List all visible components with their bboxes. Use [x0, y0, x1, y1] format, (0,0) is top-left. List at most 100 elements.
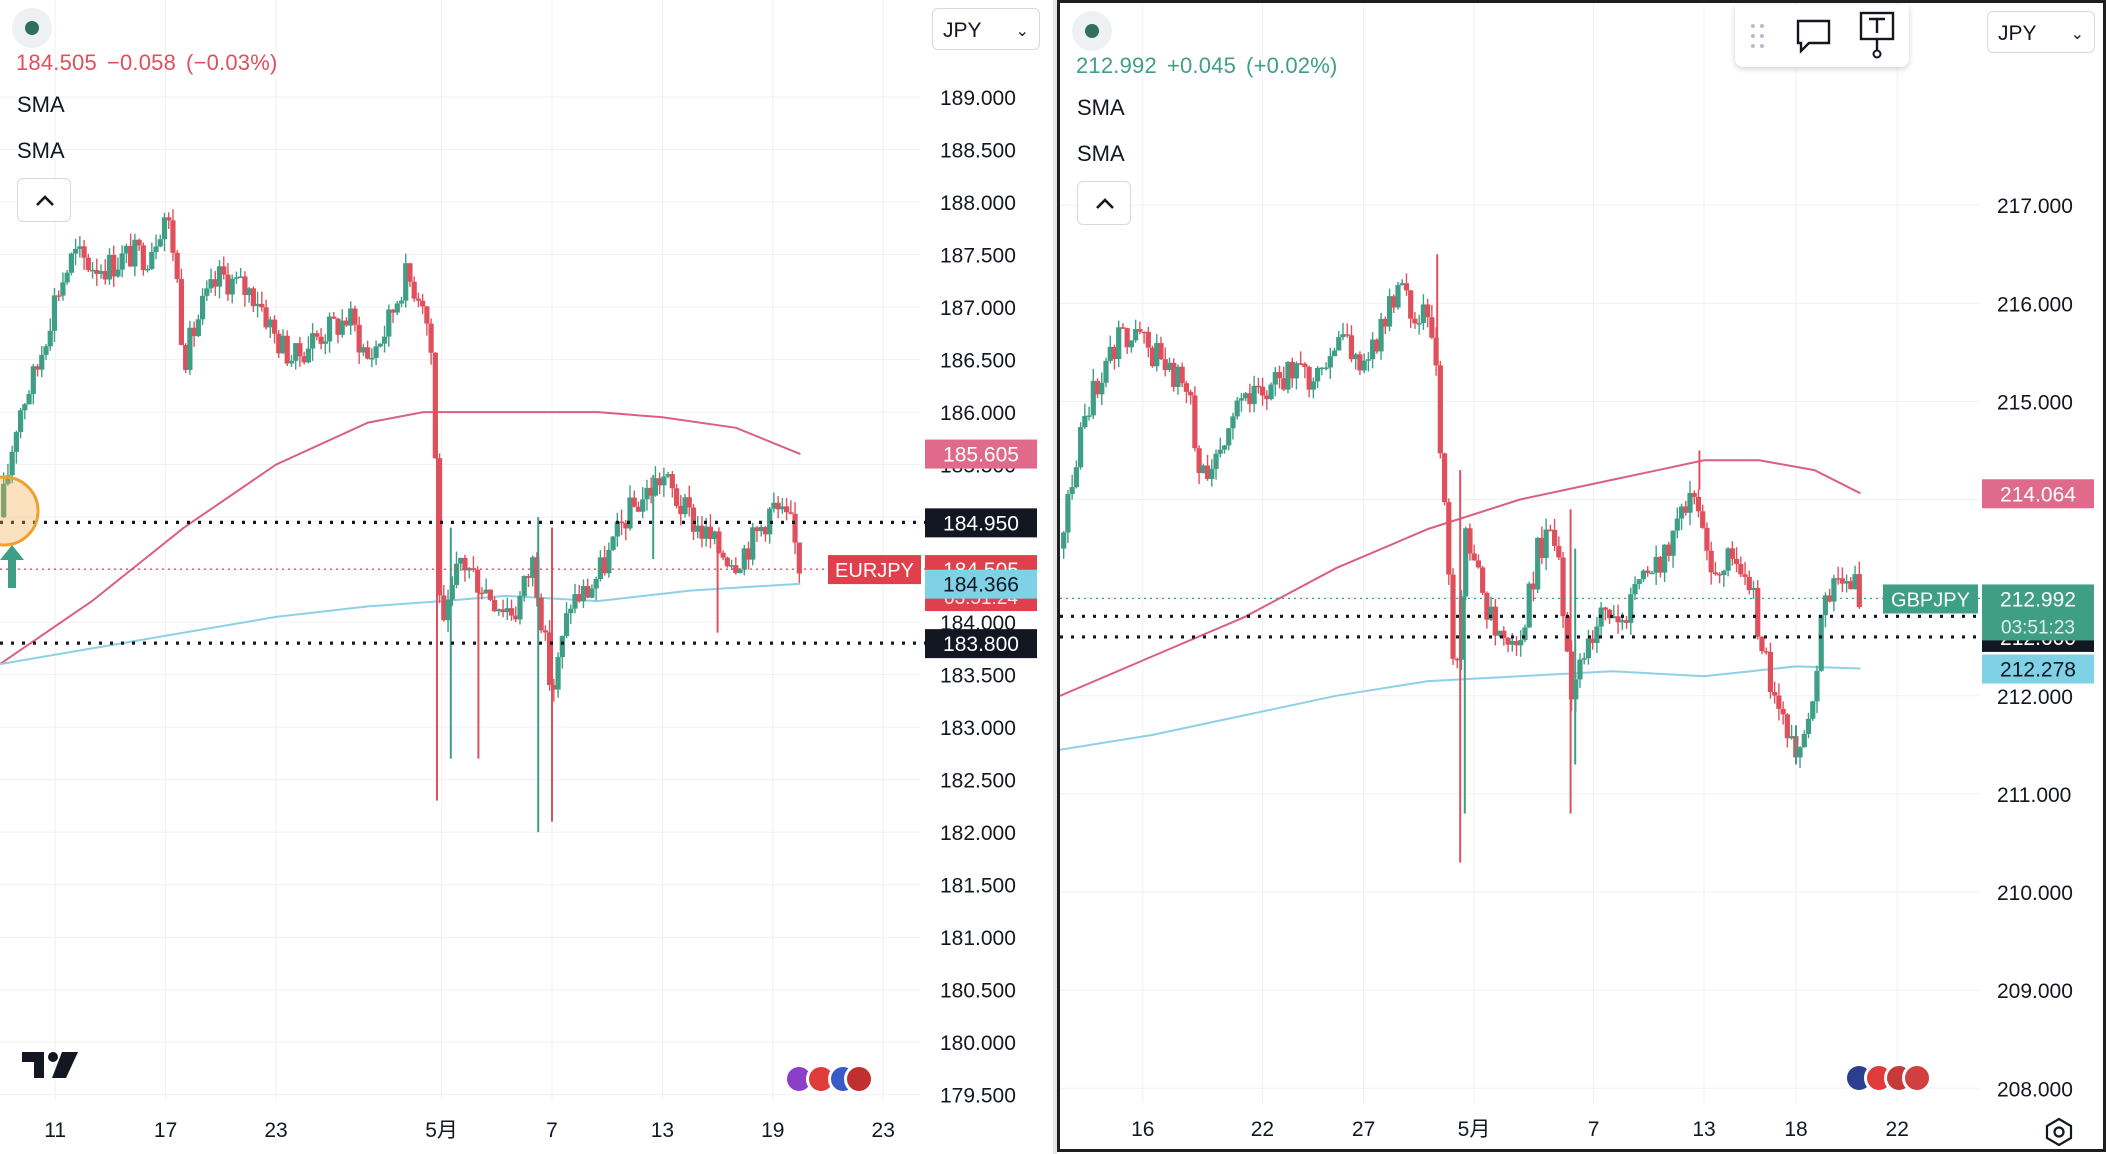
candle-body — [1399, 283, 1405, 286]
candle-body — [1636, 579, 1642, 585]
alert-marker-icon[interactable] — [0, 475, 40, 547]
candle-body — [1678, 506, 1685, 519]
hline-price-label: 184.950 — [943, 512, 1019, 535]
collapse-legend-button[interactable] — [17, 178, 71, 222]
candle-body — [1243, 393, 1249, 399]
candle-body — [352, 308, 358, 325]
symbol-tag-label: EURJPY — [835, 560, 914, 582]
candle-body — [259, 303, 265, 308]
candle-body — [284, 335, 290, 364]
candle-body — [1078, 427, 1084, 468]
candle-body — [1776, 695, 1782, 709]
buy-arrow-icon[interactable] — [0, 545, 24, 588]
chart-panel-gbpjpy[interactable]: 217.000216.000215.000214.000213.000212.0… — [1057, 0, 2106, 1152]
candle-body — [1467, 528, 1473, 554]
candle-body — [1255, 385, 1261, 388]
live-dot-icon[interactable] — [12, 8, 52, 48]
candle-body — [1666, 544, 1672, 556]
candle-body — [221, 266, 227, 275]
currency-select[interactable]: JPY ⌄ — [932, 8, 1040, 50]
candle-body — [534, 557, 540, 598]
candle-body — [602, 557, 608, 574]
candle-body — [1615, 616, 1621, 623]
text-pin-icon[interactable] — [1859, 11, 1895, 59]
candle-body — [305, 348, 311, 363]
candle-body — [1365, 359, 1371, 361]
ohlc-header: 184.505 −0.058 (−0.03%) — [16, 50, 288, 76]
candle-body — [724, 557, 730, 567]
candle-body — [1065, 494, 1071, 533]
candle-body — [695, 525, 701, 532]
candle-body — [1746, 576, 1752, 591]
candle-body — [22, 404, 28, 411]
y-tick-label: 187.000 — [940, 297, 1016, 320]
candle-body — [77, 246, 83, 249]
indicator-sma-1[interactable]: SMA — [1077, 95, 1125, 120]
x-tick-label: 22 — [1251, 1118, 1274, 1141]
candle-body — [1458, 596, 1465, 660]
candle-body — [1094, 380, 1101, 395]
x-tick-label: 7 — [546, 1119, 558, 1142]
candle-body — [1750, 587, 1757, 591]
candle-body — [686, 497, 692, 508]
candle-body — [415, 298, 422, 301]
candle-body — [18, 410, 24, 433]
flag-icon[interactable] — [844, 1064, 874, 1094]
candle-body — [1645, 570, 1651, 573]
indicator-sma-2[interactable]: SMA — [1077, 141, 1125, 166]
panel-divider[interactable] — [1053, 0, 1057, 1154]
settings-hex-icon[interactable] — [2044, 1117, 2074, 1147]
candle-body — [1844, 581, 1850, 584]
chart-canvas-eurjpy[interactable]: 189.000 188.500 188.000 187.500 187.000 186.5… — [0, 0, 1053, 1154]
candle-body — [712, 531, 718, 540]
drawing-toolbar[interactable] — [1735, 5, 1909, 67]
candle-body — [568, 608, 574, 614]
candle-body — [487, 589, 493, 600]
candle-body — [1742, 574, 1748, 577]
x-tick-label: 23 — [872, 1119, 895, 1142]
candle-body — [1492, 606, 1498, 636]
candle-body — [250, 288, 256, 307]
candle-body — [585, 585, 591, 598]
candle-body — [580, 585, 587, 602]
flag-icon[interactable] — [1902, 1063, 1932, 1093]
candle-body — [547, 632, 553, 686]
candle-body — [132, 239, 138, 267]
candle-body — [246, 288, 252, 295]
indicator-sma-1[interactable]: SMA — [17, 92, 65, 117]
candle-body — [233, 277, 240, 279]
candle-body — [479, 592, 485, 595]
x-tick-label: 11 — [44, 1119, 66, 1142]
candle-body — [1670, 530, 1676, 556]
candle-body — [30, 366, 36, 394]
candle-body — [386, 309, 392, 337]
comment-icon[interactable] — [1795, 18, 1833, 54]
candle-body — [356, 324, 362, 353]
candle-body — [1171, 362, 1177, 387]
candle-body — [428, 323, 434, 353]
candle-body — [500, 609, 506, 613]
collapse-legend-button[interactable] — [1077, 181, 1131, 225]
hline-price-label: 183.800 — [943, 633, 1019, 656]
candle-body — [420, 300, 426, 307]
candle-body — [784, 506, 790, 513]
currency-select[interactable]: JPY ⌄ — [1987, 11, 2095, 53]
hline-price-tag — [925, 629, 1037, 659]
candle-body — [1505, 637, 1511, 645]
tradingview-logo-icon[interactable] — [22, 1050, 80, 1082]
candle-body — [1446, 502, 1452, 575]
chart-canvas-gbpjpy[interactable]: 217.000216.000215.000214.000213.000212.0… — [1060, 3, 2103, 1151]
candle-body — [1192, 395, 1198, 449]
live-dot-icon[interactable] — [1072, 11, 1112, 51]
candle-body — [1204, 465, 1211, 479]
candle-body — [1450, 574, 1456, 659]
candle-body — [1319, 367, 1325, 370]
chart-panel-eurjpy[interactable]: 189.000 188.500 188.000 187.500 187.000 186.5… — [0, 0, 1053, 1154]
drag-handle-icon[interactable] — [1749, 21, 1767, 51]
candle-body — [89, 269, 96, 272]
indicator-sma-2[interactable]: SMA — [17, 138, 65, 163]
candle-body — [1420, 304, 1426, 324]
candle-body — [1822, 595, 1829, 616]
candle-body — [1425, 304, 1431, 318]
candle-body — [627, 497, 633, 529]
